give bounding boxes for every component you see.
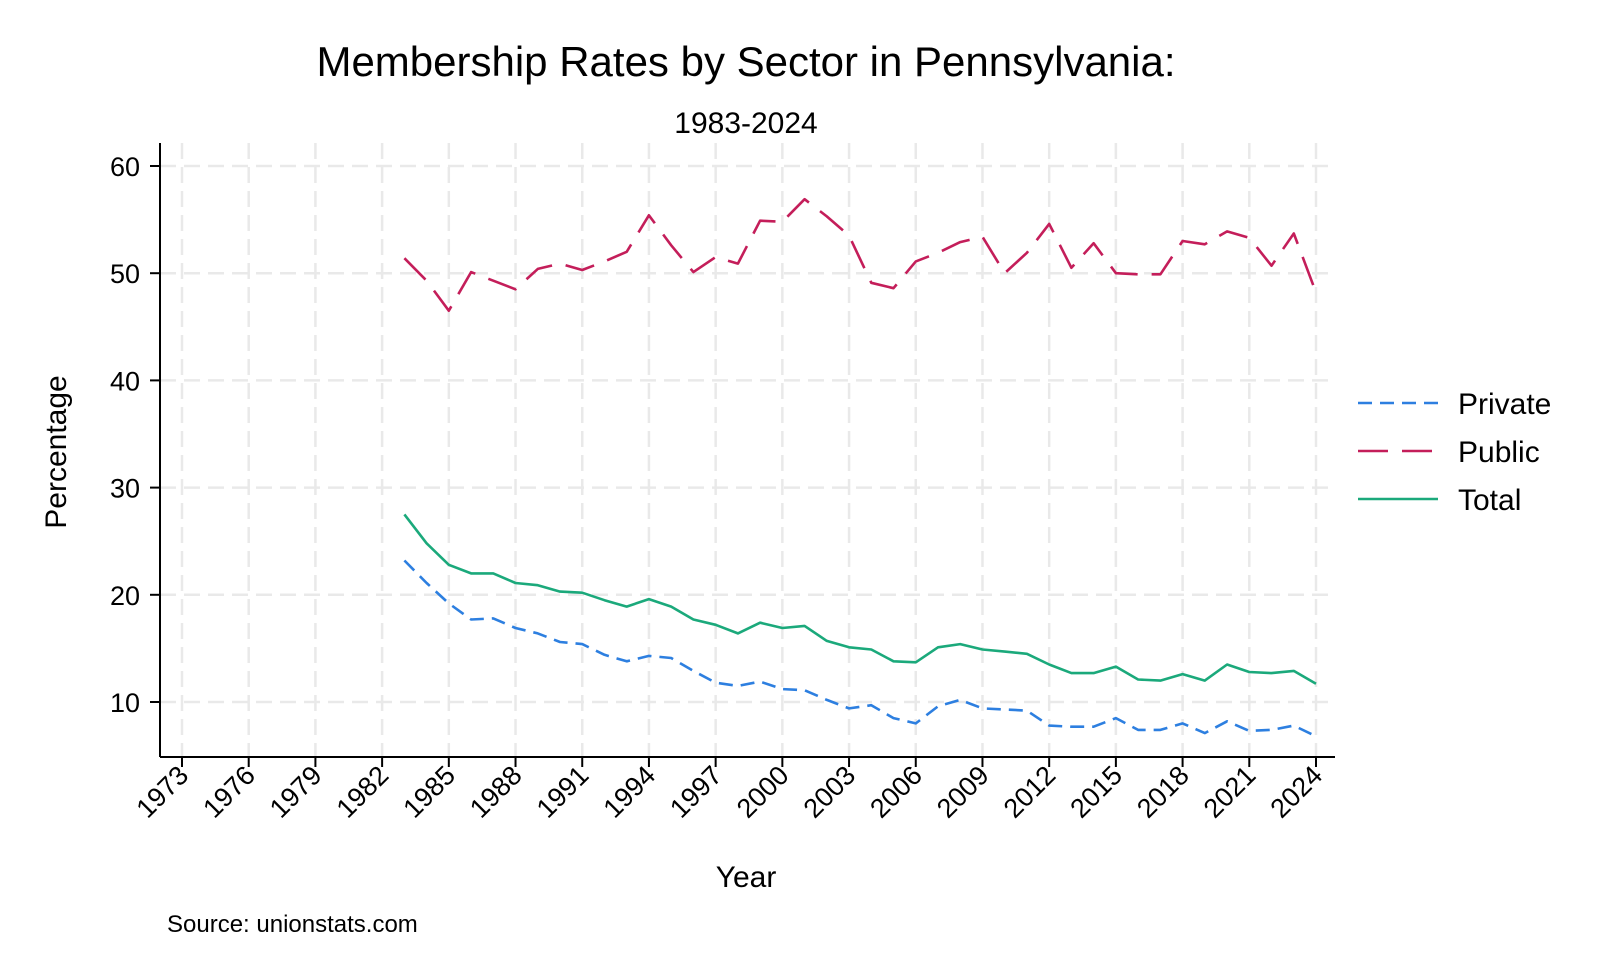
legend-label-private: Private [1458,388,1551,421]
y-tick-label-3: 40 [110,366,140,396]
legend: Private Public Total [1358,388,1551,517]
series-line-private [403,559,1317,738]
legend-label-public: Public [1458,436,1540,469]
legend-label-total: Total [1458,484,1521,517]
series-line-public [403,197,1318,313]
y-axis-title: Percentage [40,375,73,528]
y-tick-label-4: 50 [110,259,140,289]
y-tick-label-1: 20 [110,581,140,611]
y-tick-label-0: 10 [110,688,140,718]
series-lines [403,197,1318,738]
chart-subtitle: 1983-2024 [674,107,817,140]
x-axis-title: Year [716,861,777,894]
chart-title: Membership Rates by Sector in Pennsylvan… [316,38,1175,85]
source-note: Source: unionstats.com [167,911,418,938]
y-tick-label-2: 30 [110,474,140,504]
y-tick-label-5: 60 [110,152,140,182]
series-line-total [403,513,1317,685]
